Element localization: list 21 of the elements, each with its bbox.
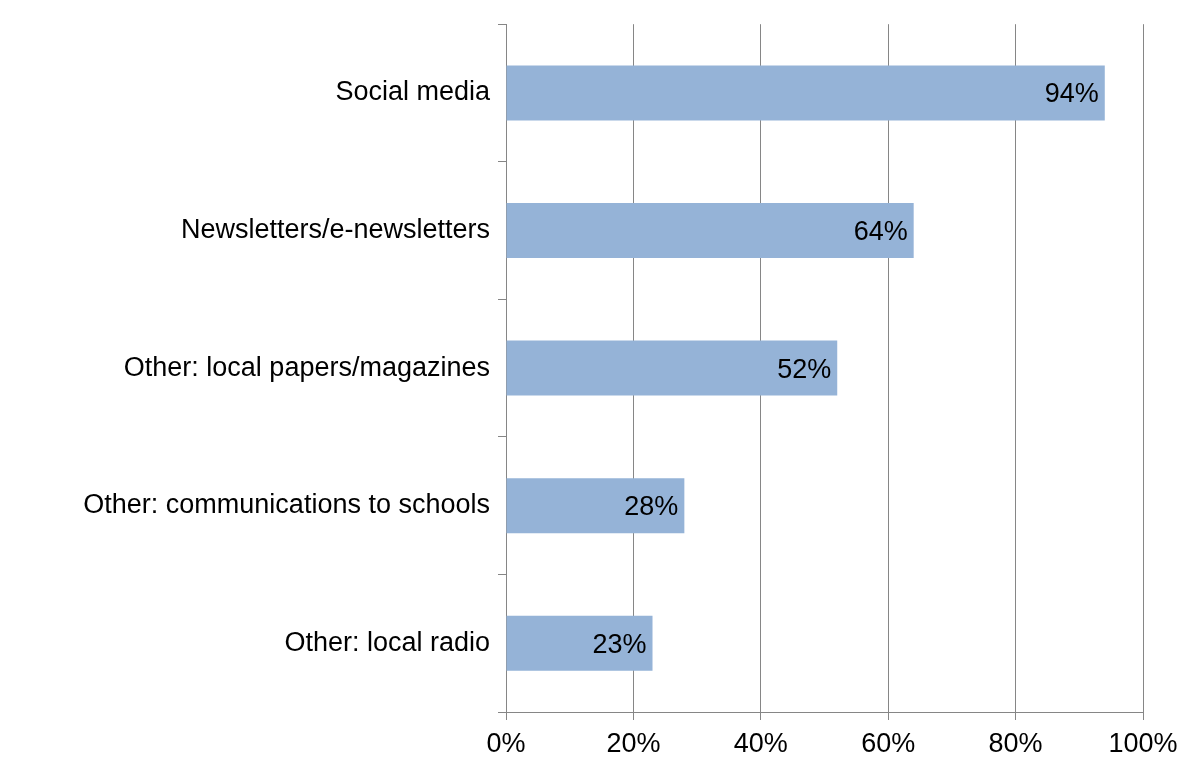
y-tick-label: Other: local papers/magazines [123,351,490,382]
x-tick-label: 60% [861,727,916,758]
y-tick-label: Other: communications to schools [83,489,490,520]
y-tick-label: Social media [335,76,491,107]
x-tick-label: 20% [606,727,661,758]
bar [506,340,838,396]
x-tick-label: 100% [1108,727,1178,758]
y-tick-label: Other: local radio [284,626,490,657]
bar [506,478,685,534]
bar [506,203,914,259]
x-tick-label: 40% [733,727,788,758]
data-label: 28% [624,491,679,522]
x-tick-label: 0% [486,727,526,758]
data-label: 94% [1044,78,1099,109]
x-tick-label: 80% [988,727,1043,758]
bar [506,615,653,671]
data-label: 23% [592,628,647,659]
y-tick-label: Newsletters/e-newsletters [180,213,490,244]
data-label: 64% [853,215,908,246]
bar [506,65,1105,121]
data-label: 52% [777,353,832,384]
